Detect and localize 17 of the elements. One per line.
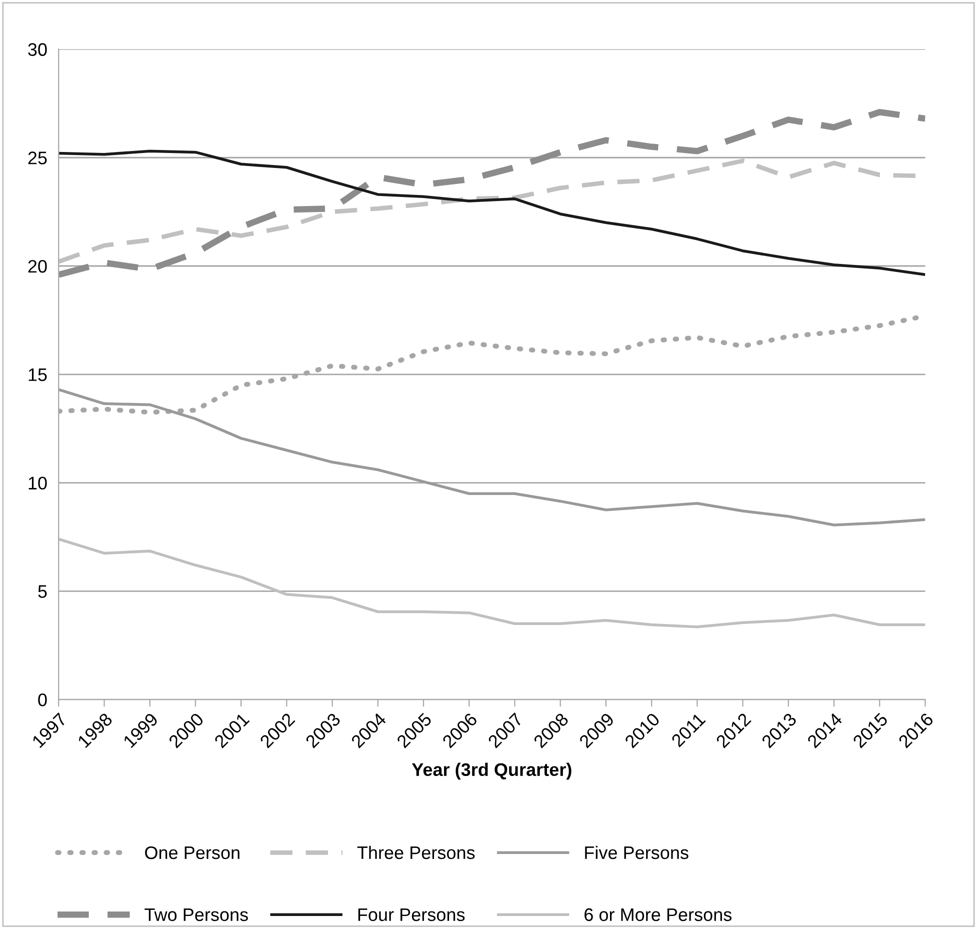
line-series	[58, 150, 926, 276]
legend-label: Five Persons	[585, 846, 688, 860]
y-tick-label: 30	[28, 43, 47, 56]
legend-label: Three Persons	[357, 846, 475, 860]
legend-label: 6 or More Persons	[584, 908, 732, 922]
y-tick-label: 20	[28, 260, 47, 273]
y-tick-label: 0	[38, 693, 47, 706]
y-tick-label: 10	[28, 476, 47, 490]
y-tick-label: 15	[28, 368, 47, 382]
legend-label: Two Persons	[144, 908, 248, 922]
y-tick-label: 5	[38, 585, 47, 598]
x-axis-title: Year (3rd Qurarter)	[412, 762, 572, 780]
legend-label: Four Persons	[358, 908, 465, 922]
line-series	[58, 388, 926, 526]
line-series	[58, 538, 926, 628]
legend-label: One Person	[145, 846, 240, 860]
y-tick-label: 25	[28, 152, 47, 164]
